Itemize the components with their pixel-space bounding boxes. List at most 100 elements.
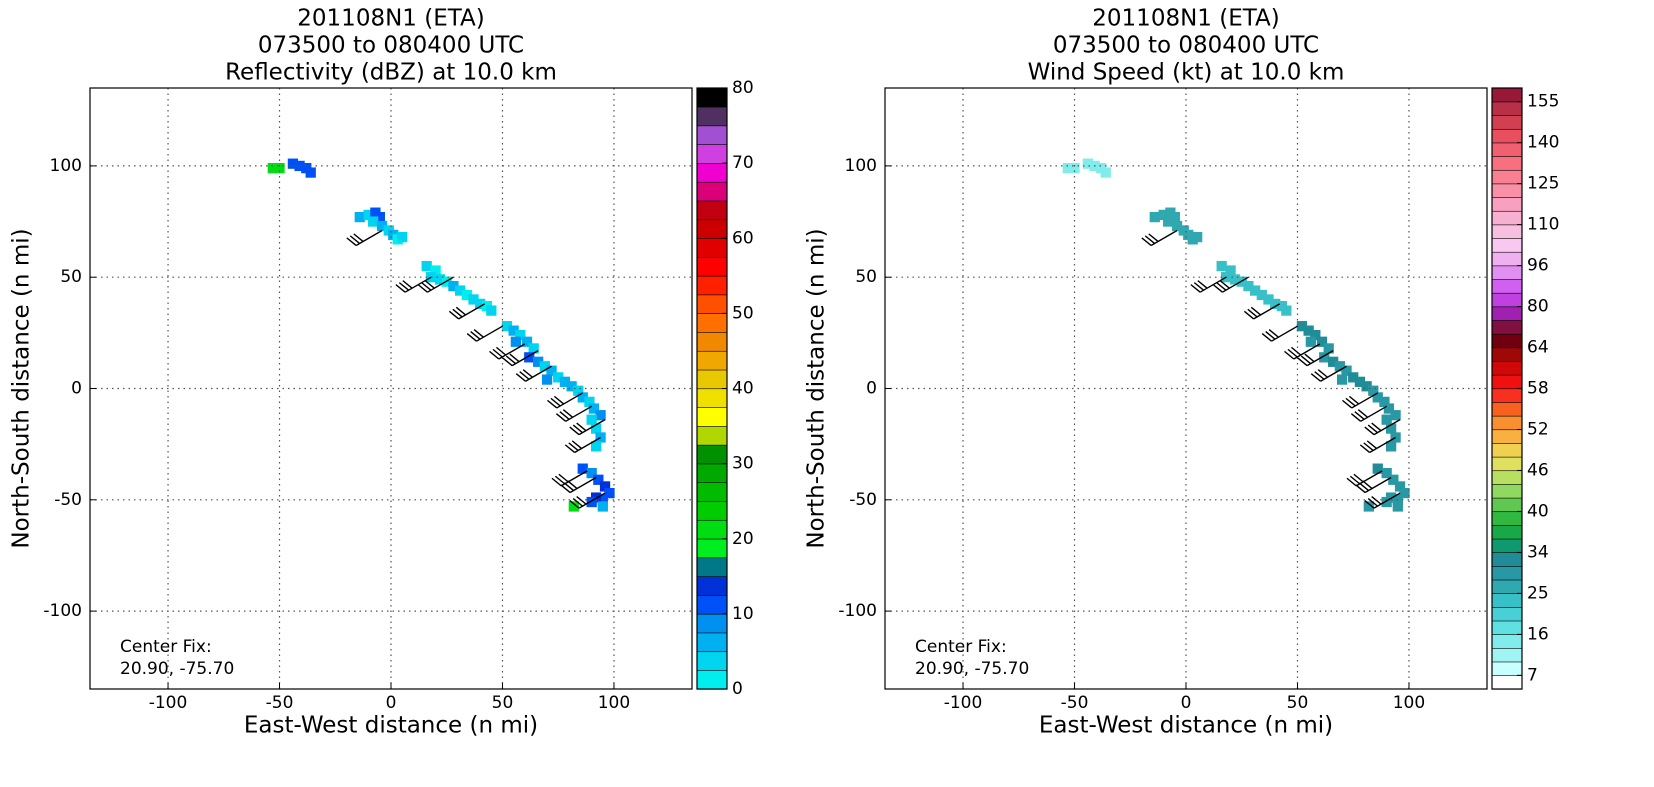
field-cell — [1281, 305, 1292, 316]
wind-barb — [1212, 276, 1249, 293]
colorbar-segment — [1491, 251, 1523, 267]
colorbar-segment — [1491, 456, 1523, 472]
y-tick-label: 0 — [866, 379, 877, 399]
field-cell — [1316, 336, 1328, 347]
wind-barb — [560, 476, 597, 494]
field-cell — [1069, 163, 1080, 174]
field-cell — [1348, 372, 1359, 383]
field-cell — [1368, 385, 1379, 396]
colorbar-segment — [696, 669, 728, 690]
colorbar-segment — [696, 275, 728, 296]
x-tick-label: -100 — [944, 693, 983, 713]
field-cell — [1171, 220, 1183, 232]
colorbar-segment — [1491, 497, 1523, 513]
colorbar-tick-label: 58 — [1527, 379, 1549, 399]
wind-barb — [395, 276, 432, 293]
colorbar-segment — [1491, 142, 1523, 157]
field-cell — [363, 209, 374, 221]
wind-barb — [547, 392, 584, 409]
field-cell — [595, 410, 606, 421]
x-tick-label: 50 — [492, 693, 514, 713]
x-tick-label: 0 — [386, 693, 397, 713]
chart-title: 201108N1 (ETA) — [1092, 6, 1279, 32]
colorbar-segment — [696, 576, 728, 596]
field-cell — [586, 496, 597, 508]
field-cell — [515, 329, 526, 341]
field-cell — [397, 232, 408, 243]
colorbar-segment — [696, 388, 728, 408]
colorbar-segment — [696, 482, 728, 502]
y-tick-label: 100 — [845, 156, 877, 176]
field-cell — [584, 396, 595, 407]
colorbar-segment — [696, 594, 728, 615]
wind-barb — [1342, 392, 1379, 409]
colorbar-segment — [696, 87, 728, 108]
colorbar-segment — [696, 200, 728, 221]
field-cell — [454, 285, 466, 296]
colorbar-segment — [1491, 278, 1523, 294]
colorbar-segment — [1491, 196, 1523, 212]
colorbar-segment — [1491, 511, 1523, 526]
wind-barb — [569, 492, 606, 509]
colorbar-segment — [696, 162, 728, 183]
colorbar-tick-label: 25 — [1527, 583, 1549, 603]
wind-barb — [466, 325, 503, 342]
field-cell — [546, 365, 557, 376]
x-axis-label: East-West distance (n mi) — [244, 713, 538, 739]
field-cell — [1192, 232, 1203, 243]
colorbar-tick-label: 96 — [1527, 256, 1549, 276]
field-cell — [1310, 329, 1321, 341]
wind-barb — [1261, 325, 1298, 342]
field-cell — [1372, 463, 1383, 474]
colorbar-segment — [696, 237, 728, 258]
colorbar-segment — [1491, 319, 1523, 335]
chart-title: 073500 to 080400 UTC — [1053, 33, 1319, 59]
annotation: Center Fix: — [120, 637, 212, 657]
field-cell — [1305, 336, 1316, 347]
field-cell — [1225, 265, 1236, 276]
colorbar-segment — [1491, 155, 1523, 171]
field-cell — [568, 501, 579, 512]
wind-barb — [346, 229, 383, 247]
y-tick-label: 50 — [855, 267, 877, 287]
field-cell — [539, 361, 550, 372]
colorbar-tick-label: 50 — [732, 303, 754, 323]
plot-frame — [89, 87, 693, 690]
colorbar-segment — [696, 331, 728, 352]
field-cell — [573, 385, 584, 396]
colorbar-segment — [1491, 675, 1523, 690]
x-tick-label: 100 — [598, 693, 630, 713]
field-cell — [1381, 414, 1392, 425]
wind-barb — [489, 343, 526, 360]
field-cell — [501, 321, 513, 332]
chart-title: 201108N1 (ETA) — [297, 6, 484, 32]
field-cell — [1385, 441, 1397, 452]
colorbar-segment — [1491, 647, 1523, 663]
colorbar-tick-label: 20 — [732, 529, 754, 549]
colorbar-tick-label: 80 — [1527, 297, 1549, 317]
field-cell — [1372, 392, 1383, 403]
field-cell — [586, 467, 597, 479]
field-cell — [586, 414, 597, 425]
field-cell — [508, 325, 519, 336]
colorbar-tick-label: 60 — [732, 228, 754, 248]
wind-barb — [417, 276, 454, 293]
colorbar-segment — [1491, 620, 1523, 635]
colorbar-tick-label: 52 — [1527, 419, 1549, 439]
colorbar-segment — [696, 369, 728, 390]
colorbar-segment — [1491, 169, 1523, 185]
field-cell — [524, 352, 535, 363]
colorbar-segment — [1491, 360, 1523, 376]
field-cell — [590, 423, 602, 434]
field-cell — [1296, 321, 1308, 332]
field-cell — [1363, 501, 1374, 512]
field-cell — [1100, 167, 1111, 178]
colorbar-segment — [696, 613, 728, 634]
colorbar-tick-label: 40 — [732, 379, 754, 399]
wind-barb — [551, 470, 588, 487]
colorbar-segment — [1491, 265, 1523, 280]
colorbar-tick-label: 110 — [1527, 215, 1559, 235]
colorbar-segment — [696, 463, 728, 484]
colorbar-segment — [1491, 552, 1523, 567]
